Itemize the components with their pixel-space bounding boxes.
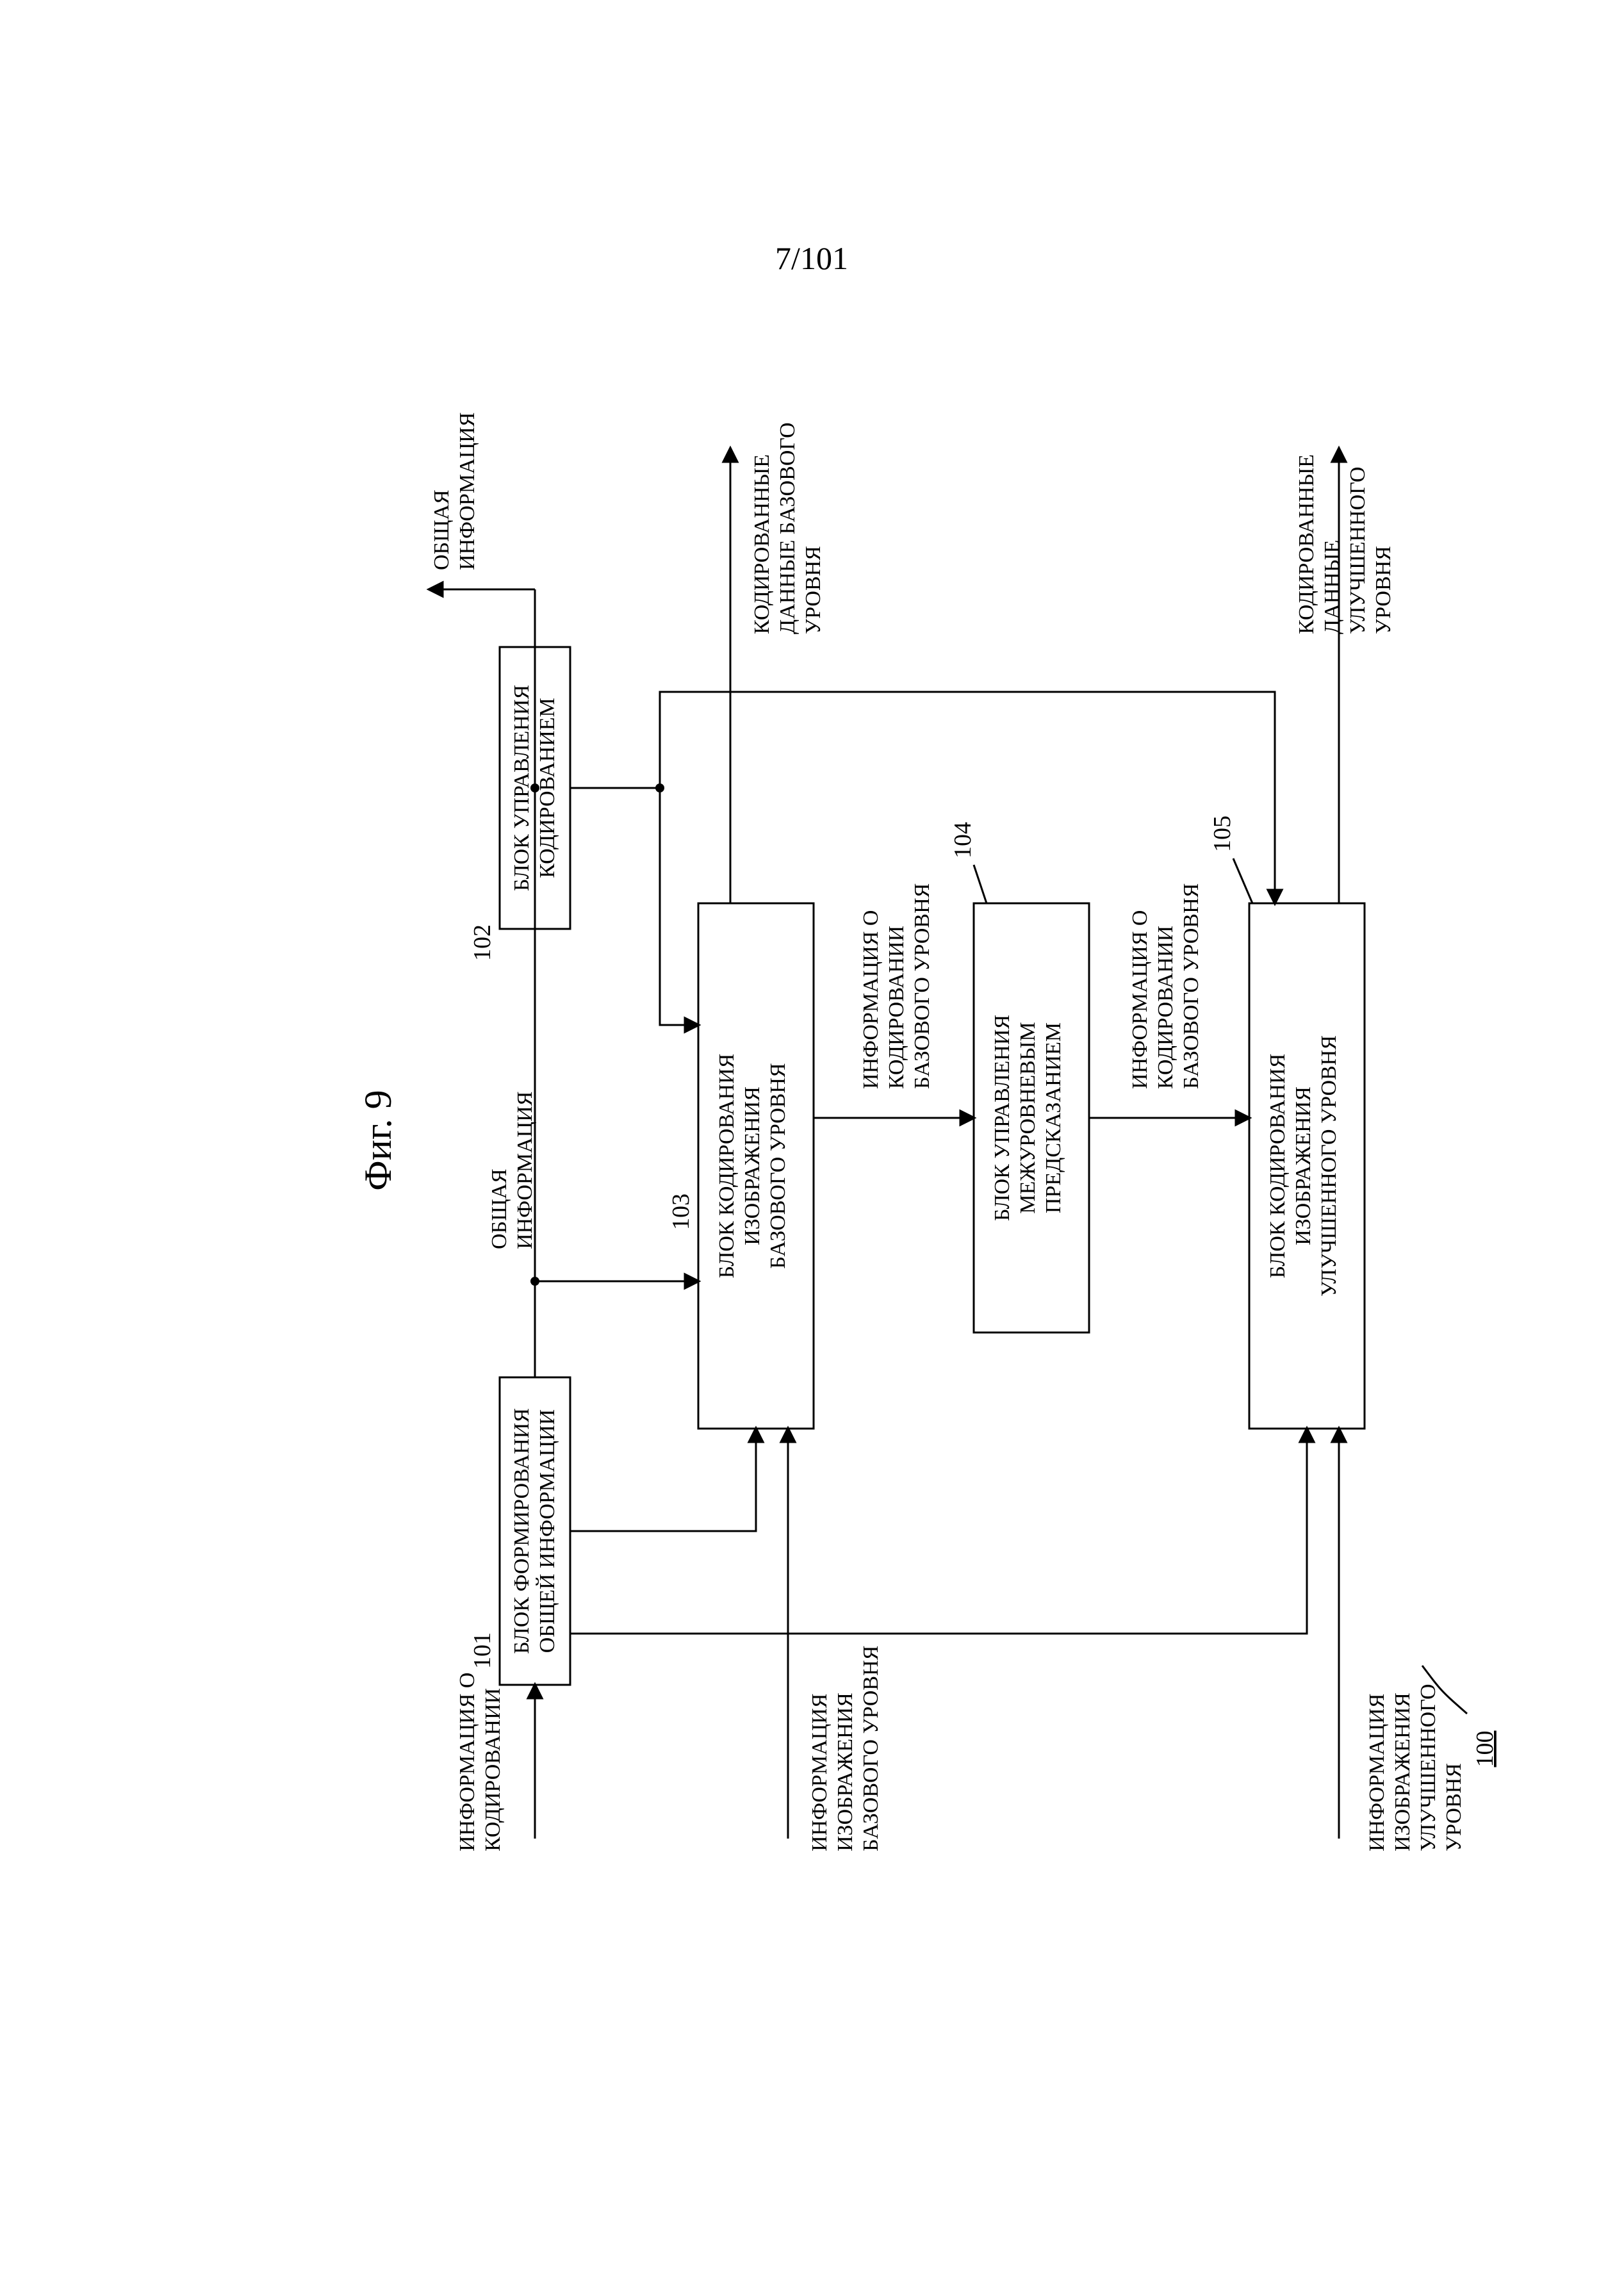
lbl-enhimg-4: УРОВНЯ	[1442, 1763, 1466, 1851]
lbl-common-mid-1: ОБЩАЯ	[488, 1168, 511, 1249]
lbl-enhimg-1: ИНФОРМАЦИЯ	[1365, 1694, 1389, 1851]
block-104-line2: МЕЖУРОВНЕВЫМ	[1016, 1022, 1040, 1214]
lbl-common-top-2: ИНФОРМАЦИЯ	[455, 413, 479, 570]
node-dot	[530, 783, 539, 792]
block-105-ref: 105	[1209, 816, 1236, 852]
diagram-svg: 7/101 Фиг. 9 100 БЛОК ФОРМИРОВАНИЯ ОБЩЕЙ…	[0, 0, 1624, 2271]
lbl-bcinfo1-3: БАЗОВОГО УРОВНЯ	[910, 883, 934, 1089]
lbl-enhcoded-1: КОДИРОВАННЫЕ	[1295, 454, 1318, 634]
lbl-enhimg-3: УЛУЧШЕННОГО	[1416, 1684, 1440, 1851]
lbl-common-top-1: ОБЩАЯ	[430, 489, 454, 570]
block-103-line3: БАЗОВОГО УРОВНЯ	[766, 1063, 790, 1268]
lbl-bcinfo1-2: КОДИРОВАНИИ	[885, 926, 908, 1089]
system-ref: 100	[1472, 1731, 1498, 1767]
wire-101-103a	[570, 1429, 756, 1531]
lbl-baseimg-2: ИЗОБРАЖЕНИЯ	[833, 1693, 857, 1851]
page-number: 7/101	[775, 240, 848, 276]
block-101-line2: ОБЩЕЙ ИНФОРМАЦИИ	[536, 1409, 559, 1653]
lbl-baseimg-3: БАЗОВОГО УРОВНЯ	[859, 1646, 883, 1851]
block-103-line1: БЛОК КОДИРОВАНИЯ	[715, 1054, 739, 1279]
block-102: БЛОК УПРАВЛЕНИЯ КОДИРОВАНИЕМ 102	[469, 647, 570, 961]
block-101-ref: 101	[469, 1632, 496, 1669]
lbl-in-coding-1: ИНФОРМАЦИЯ О	[455, 1673, 479, 1851]
block-103-line2: ИЗОБРАЖЕНИЯ	[741, 1086, 764, 1245]
lbl-enhimg-2: ИЗОБРАЖЕНИЯ	[1391, 1693, 1415, 1851]
block-101-line1: БЛОК ФОРМИРОВАНИЯ	[510, 1408, 534, 1654]
lbl-bcinfo2-2: КОДИРОВАНИИ	[1154, 926, 1177, 1089]
lbl-enhcoded-2: ДАННЫЕ	[1320, 540, 1344, 634]
lbl-enhcoded-4: УРОВНЯ	[1372, 546, 1395, 634]
wire-102-105	[660, 692, 1275, 903]
lbl-basecoded-1: КОДИРОВАННЫЕ	[750, 454, 774, 634]
lbl-bcinfo2-3: БАЗОВОГО УРОВНЯ	[1179, 883, 1203, 1089]
lbl-enhcoded-3: УЛУЧШЕННОГО	[1346, 466, 1370, 634]
block-105-line3: УЛУЧШЕННОГО УРОВНЯ	[1317, 1035, 1341, 1297]
lbl-basecoded-2: ДАННЫЕ БАЗОВОГО	[776, 422, 800, 634]
block-103: БЛОК КОДИРОВАНИЯ ИЗОБРАЖЕНИЯ БАЗОВОГО УР…	[668, 903, 814, 1429]
lbl-bcinfo1-1: ИНФОРМАЦИЯ О	[859, 910, 883, 1089]
lbl-bcinfo2-1: ИНФОРМАЦИЯ О	[1128, 910, 1152, 1089]
block-105-line2: ИЗОБРАЖЕНИЯ	[1292, 1086, 1315, 1245]
block-104-ref: 104	[949, 822, 976, 858]
lbl-common-mid-2: ИНФОРМАЦИЯ	[513, 1092, 537, 1249]
lbl-baseimg-1: ИНФОРМАЦИЯ	[808, 1694, 832, 1851]
block-104-line1: БЛОК УПРАВЛЕНИЯ	[990, 1015, 1014, 1221]
block-101: БЛОК ФОРМИРОВАНИЯ ОБЩЕЙ ИНФОРМАЦИИ 101	[469, 1377, 570, 1685]
block-105: БЛОК КОДИРОВАНИЯ ИЗОБРАЖЕНИЯ УЛУЧШЕННОГО…	[1209, 816, 1365, 1429]
block-102-line1: БЛОК УПРАВЛЕНИЯ	[510, 685, 534, 891]
block-103-ref: 103	[668, 1193, 694, 1230]
wire-102-103	[570, 788, 698, 1025]
block-104: БЛОК УПРАВЛЕНИЯ МЕЖУРОВНЕВЫМ ПРЕДСКАЗАНИ…	[949, 822, 1089, 1332]
lbl-basecoded-3: УРОВНЯ	[801, 546, 825, 634]
lbl-in-coding-2: КОДИРОВАНИИ	[481, 1688, 505, 1851]
block-105-line1: БЛОК КОДИРОВАНИЯ	[1266, 1054, 1290, 1279]
figure-label: Фиг. 9	[357, 1090, 399, 1190]
block-102-ref: 102	[469, 924, 496, 961]
block-104-line3: ПРЕДСКАЗАНИЕМ	[1042, 1022, 1065, 1213]
page: 7/101 Фиг. 9 100 БЛОК ФОРМИРОВАНИЯ ОБЩЕЙ…	[0, 0, 1624, 2271]
